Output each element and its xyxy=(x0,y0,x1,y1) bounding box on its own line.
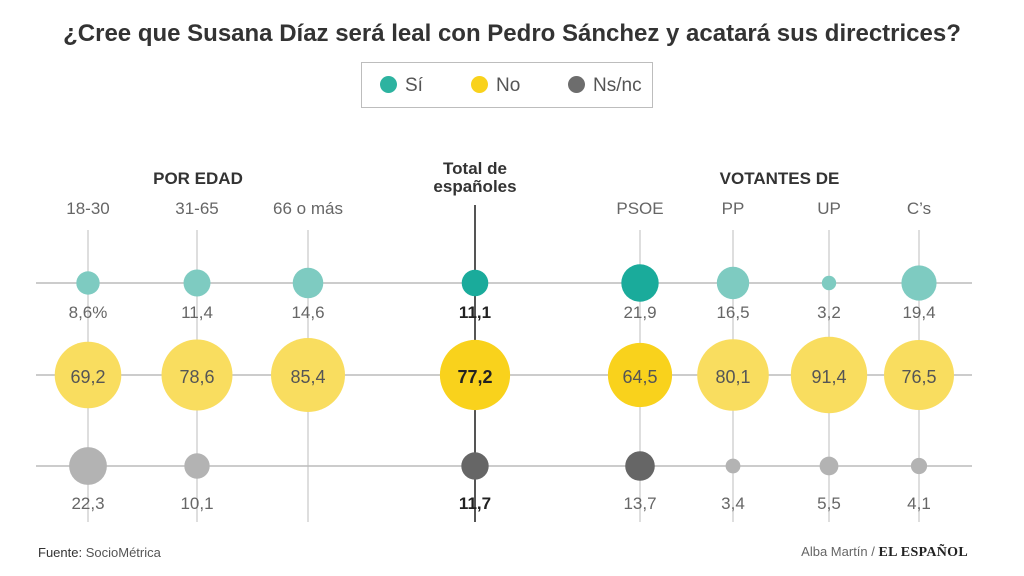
legend-item-si: Sí xyxy=(380,75,423,97)
bubble-si-pp xyxy=(716,266,750,300)
bubble-si-18-30 xyxy=(76,271,100,295)
column-label-18-30: 18-30 xyxy=(66,199,109,218)
value-label-nsnc-18-30: 22,3 xyxy=(71,494,104,513)
column-label-up: UP xyxy=(817,199,841,218)
column-label-bg-18-30 xyxy=(52,197,124,219)
bubble-no-18-30 xyxy=(54,341,122,409)
group-header-total: Total de españoles xyxy=(433,159,516,196)
legend-dot-nsnc xyxy=(568,76,585,93)
source-note: Fuente: SocioMétrica xyxy=(38,545,161,560)
value-label-no-18-30: 69,2 xyxy=(70,367,105,387)
value-label-no-psoe: 64,5 xyxy=(622,367,657,387)
column-label-bg-31-65 xyxy=(161,197,233,219)
value-label-no-c-s: 76,5 xyxy=(901,367,936,387)
legend-label-no: No xyxy=(496,75,521,96)
value-label-si-up: 3,2 xyxy=(817,303,841,322)
legend-label-si: Sí xyxy=(405,75,423,96)
column-label-66-o-mas: 66 o más xyxy=(273,199,343,218)
bubble-nsnc-psoe xyxy=(625,451,655,481)
value-label-no-66-o-mas: 85,4 xyxy=(290,367,325,387)
value-label-si-pp: 16,5 xyxy=(716,303,749,322)
group-header-edad: POR EDAD xyxy=(153,169,243,188)
value-label-no-total-de-espanoles: 77,2 xyxy=(457,367,492,387)
value-label-no-up: 91,4 xyxy=(811,367,846,387)
column-label-bg-c-s xyxy=(883,197,955,219)
column-label-31-65: 31-65 xyxy=(175,199,218,218)
bubble-si-66-o-mas xyxy=(292,267,324,299)
bubble-no-66-o-mas xyxy=(271,338,345,412)
bubble-nsnc-31-65 xyxy=(184,453,210,479)
bubble-nsnc-c-s xyxy=(910,457,928,475)
value-label-nsnc-total-de-espanoles: 11,7 xyxy=(459,494,491,513)
author-credit: Alba Martín / xyxy=(801,544,875,559)
legend-dot-si xyxy=(380,76,397,93)
bubble-nsnc-up xyxy=(819,456,839,476)
bubble-no-psoe xyxy=(607,342,673,408)
bubble-no-pp xyxy=(697,339,769,411)
bubble-nsnc-pp xyxy=(725,458,741,474)
group-header-total-line1: Total de xyxy=(443,159,507,178)
bubble-no-31-65 xyxy=(161,339,233,411)
source-label: Fuente: xyxy=(38,545,83,560)
legend-item-no: No xyxy=(471,75,520,97)
bubble-no-c-s xyxy=(884,340,954,410)
column-label-bg-pp xyxy=(697,197,769,219)
value-label-nsnc-pp: 3,4 xyxy=(721,494,745,513)
bubble-si-total-de-espanoles xyxy=(461,269,489,297)
value-label-nsnc-psoe: 13,7 xyxy=(623,494,656,513)
value-label-si-18-30: 8,6% xyxy=(69,303,108,322)
column-label-bg-66-o-mas xyxy=(272,197,344,219)
value-label-si-c-s: 19,4 xyxy=(902,303,935,322)
bubble-no-total-de-espanoles xyxy=(439,339,511,411)
publisher-logo: EL ESPAÑOL xyxy=(878,545,968,560)
column-label-bg-up xyxy=(793,197,865,219)
column-label-c-s: C’s xyxy=(907,199,931,218)
value-label-no-pp: 80,1 xyxy=(715,367,750,387)
column-label-psoe: PSOE xyxy=(616,199,663,218)
bubble-si-psoe xyxy=(621,264,659,302)
value-label-nsnc-c-s: 4,1 xyxy=(907,494,931,513)
value-label-si-total-de-espanoles: 11,1 xyxy=(459,303,491,322)
column-label-bg-psoe xyxy=(604,197,676,219)
value-label-no-31-65: 78,6 xyxy=(179,367,214,387)
value-label-si-psoe: 21,9 xyxy=(623,303,656,322)
bubble-si-up xyxy=(821,275,837,291)
bubble-si-c-s xyxy=(901,265,937,301)
bubble-si-31-65 xyxy=(183,269,211,297)
credits: Alba Martín / EL ESPAÑOL xyxy=(801,544,968,561)
value-label-si-66-o-mas: 14,6 xyxy=(291,303,324,322)
legend: Sí No Ns/nc xyxy=(361,62,653,108)
column-label-pp: PP xyxy=(722,199,745,218)
group-header-votantes: VOTANTES DE xyxy=(720,169,840,188)
bubble-nsnc-total-de-espanoles xyxy=(461,452,489,480)
legend-label-nsnc: Ns/nc xyxy=(593,75,642,96)
legend-dot-no xyxy=(471,76,488,93)
bubble-no-up xyxy=(790,336,868,414)
source-name: SocioMétrica xyxy=(85,545,161,560)
bubble-nsnc-18-30 xyxy=(69,447,107,485)
group-header-total-line2: españoles xyxy=(433,177,516,196)
value-label-nsnc-31-65: 10,1 xyxy=(180,494,213,513)
value-label-si-31-65: 11,4 xyxy=(181,303,213,322)
legend-item-nsnc: Ns/nc xyxy=(568,75,642,97)
chart-title: ¿Cree que Susana Díaz será leal con Pedr… xyxy=(63,20,961,47)
value-label-nsnc-up: 5,5 xyxy=(817,494,841,513)
